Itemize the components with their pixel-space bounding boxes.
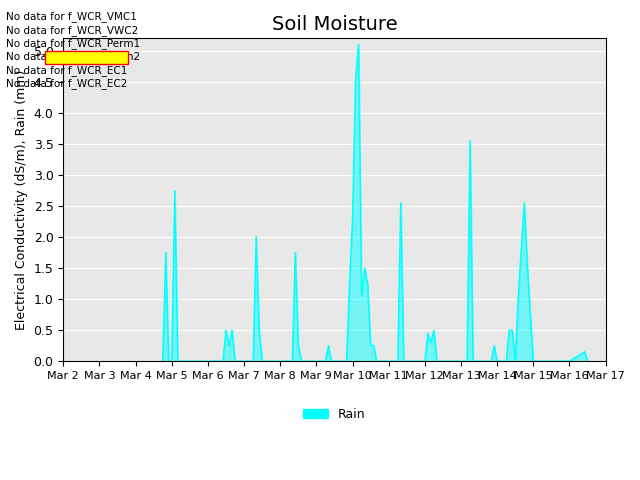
Text: No data for f_WCR_VMC1: No data for f_WCR_VMC1: [6, 11, 137, 22]
Text: No data for f_WCR_Perm2: No data for f_WCR_Perm2: [6, 51, 141, 62]
Title: Soil Moisture: Soil Moisture: [271, 15, 397, 34]
Legend: Rain: Rain: [298, 403, 371, 426]
Text: No data for f_WCR_VWC2: No data for f_WCR_VWC2: [6, 24, 139, 36]
Y-axis label: Electrical Conductivity (dS/m), Rain (mm): Electrical Conductivity (dS/m), Rain (mm…: [15, 70, 28, 330]
Text: No data for f_WCR_EC2: No data for f_WCR_EC2: [6, 78, 128, 89]
Text: No data for f_WCR_EC1: No data for f_WCR_EC1: [6, 65, 128, 76]
Text: No data for f_WCR_Perm1: No data for f_WCR_Perm1: [6, 38, 141, 49]
